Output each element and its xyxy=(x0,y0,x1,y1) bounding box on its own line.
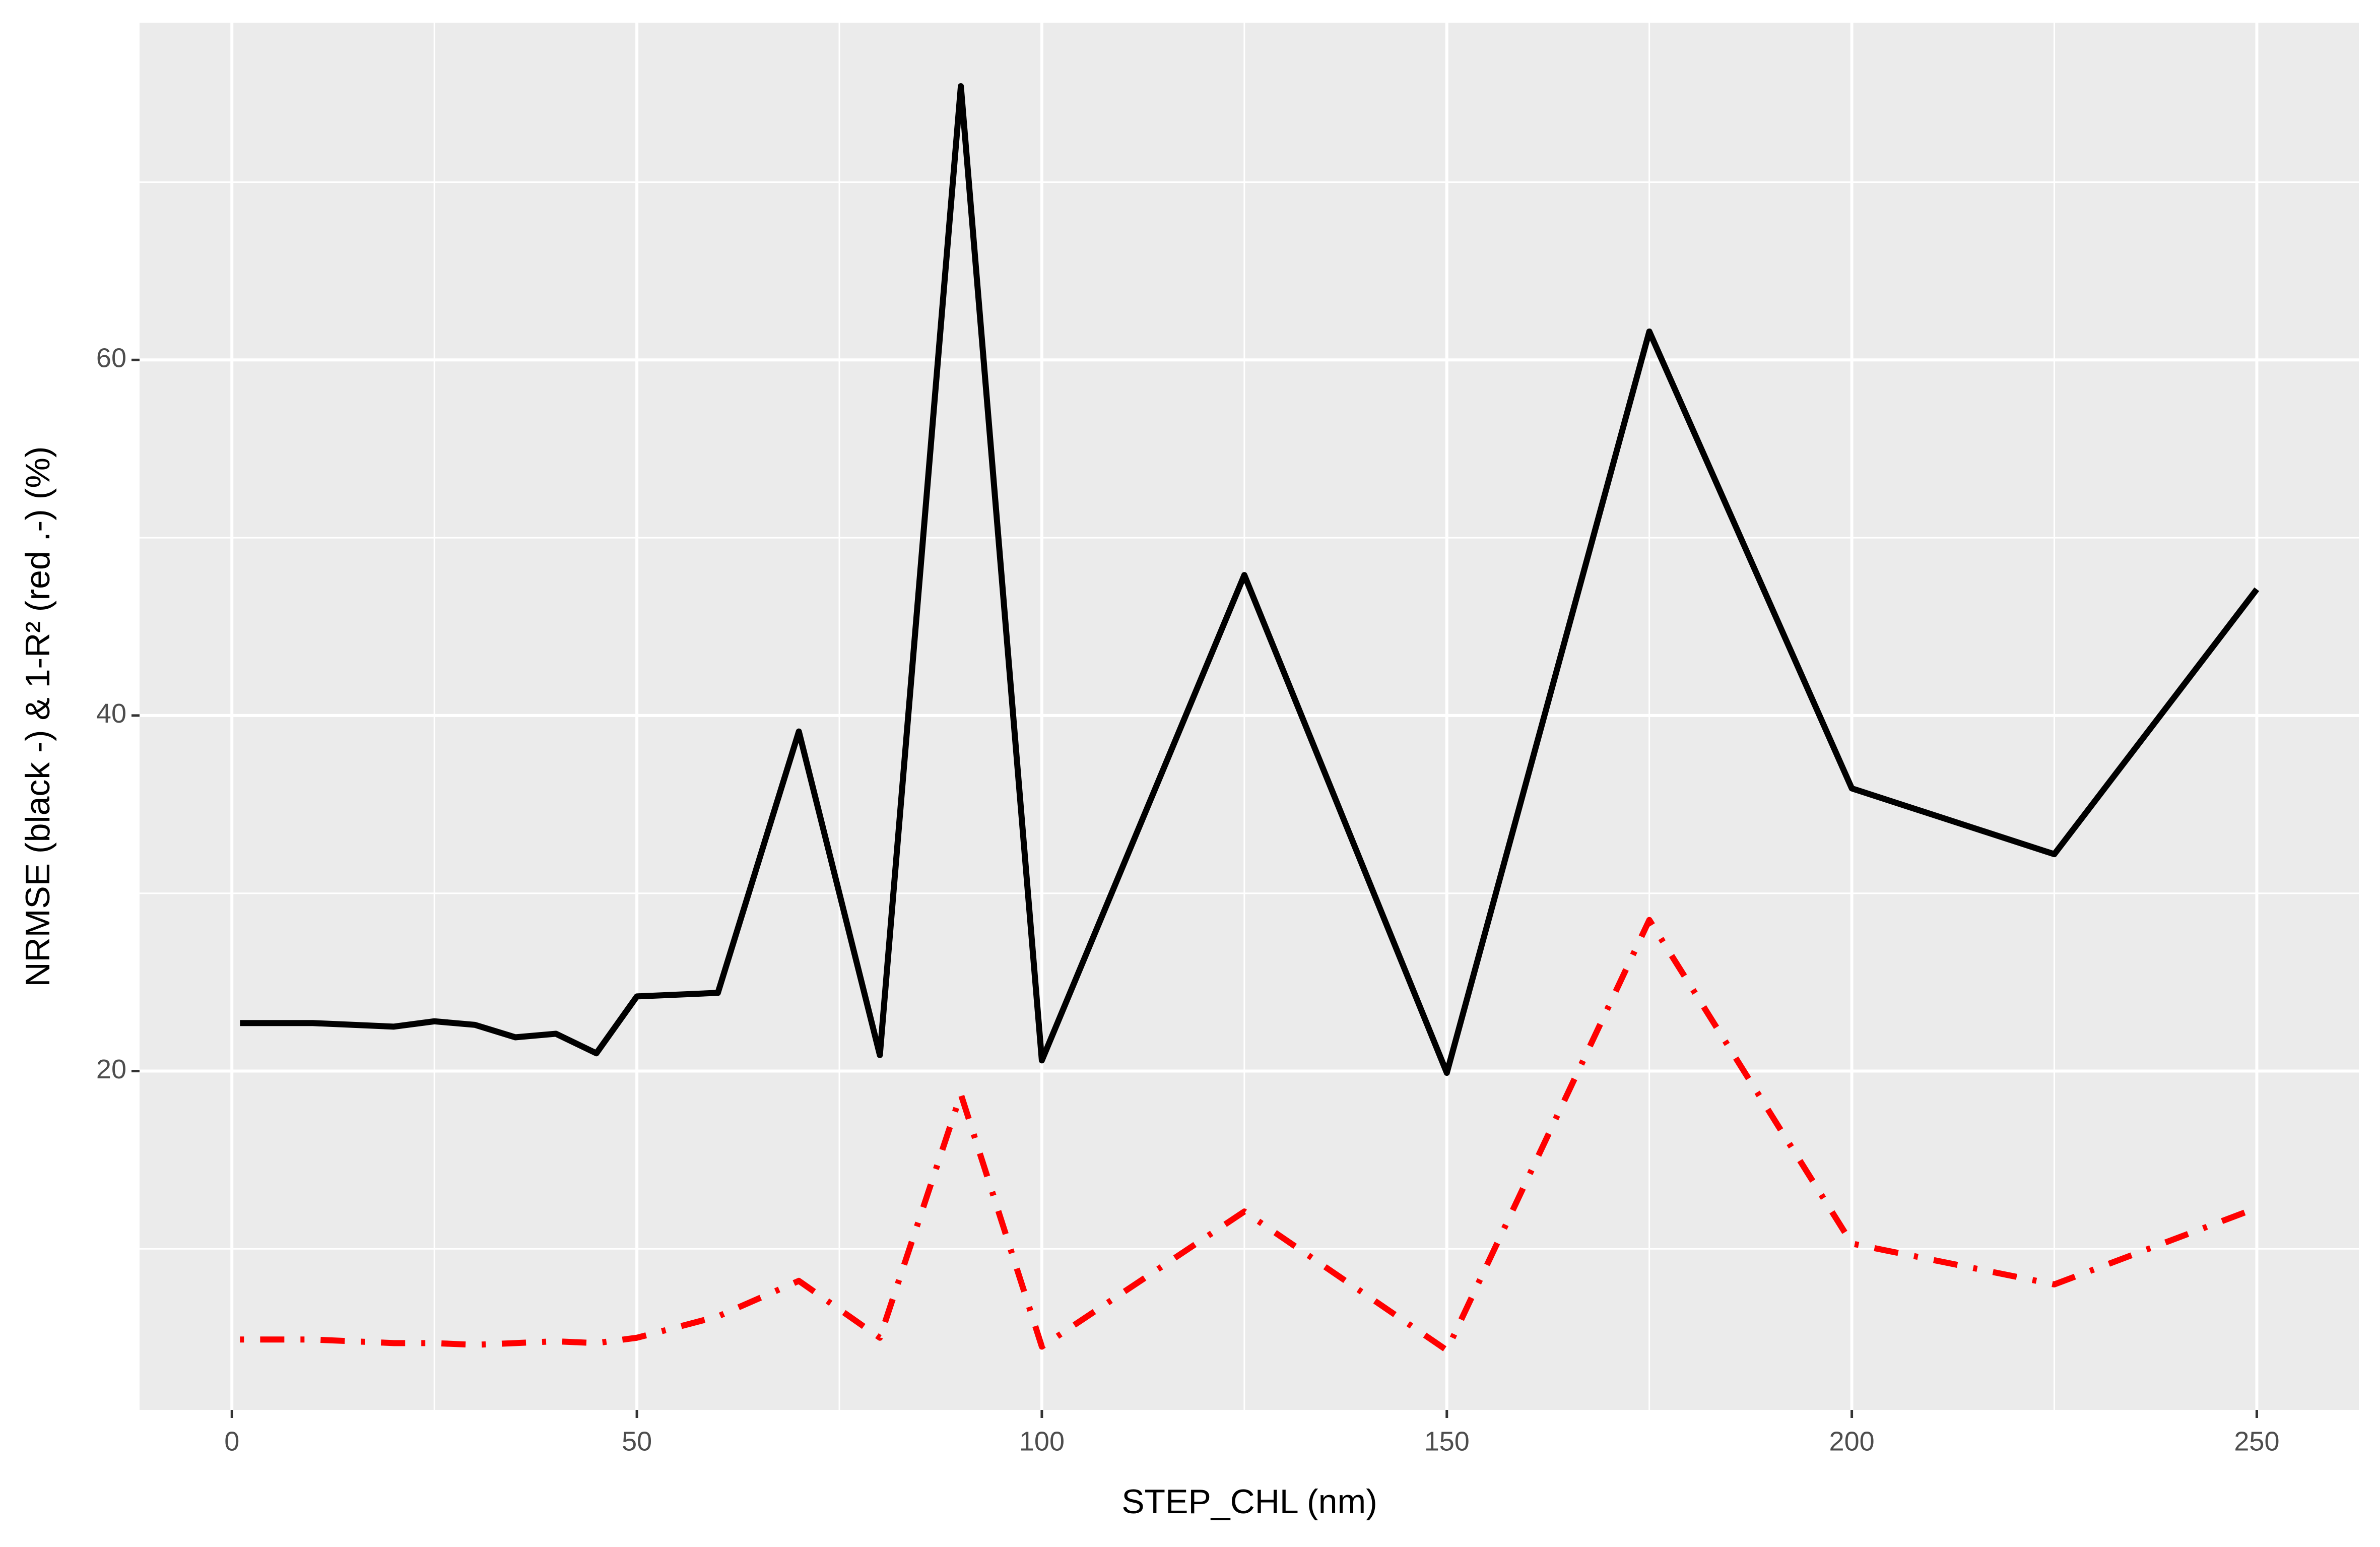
y-axis-title: NRMSE (black -) & 1-R² (red .-) (%) xyxy=(19,446,57,987)
x-tick-label: 200 xyxy=(1829,1426,1875,1456)
x-tick-label: 50 xyxy=(622,1426,652,1456)
x-tick-label: 150 xyxy=(1424,1426,1470,1456)
x-tick-label: 100 xyxy=(1019,1426,1065,1456)
data-line xyxy=(240,83,2260,1076)
y-tick-label: 60 xyxy=(96,343,126,373)
y-tick-label: 40 xyxy=(96,698,126,729)
x-axis-title: STEP_CHL (nm) xyxy=(1121,1482,1377,1521)
x-tick-label: 250 xyxy=(2234,1426,2279,1456)
data-line xyxy=(240,917,2258,1353)
x-tick-label: 0 xyxy=(224,1426,239,1456)
y-tick-label: 20 xyxy=(96,1054,126,1084)
plot-area: 0 50 100 150 200 250 20 40 60 xyxy=(96,23,2359,1456)
